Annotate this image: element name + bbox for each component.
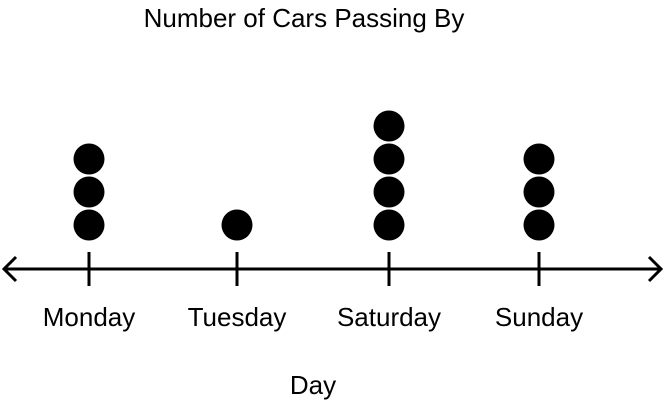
dot-saturday-3 [373,143,405,175]
data-dots [73,110,555,241]
x-tick-label-saturday: Saturday [337,302,441,332]
dot-monday-1 [73,209,105,241]
x-tick-label-tuesday: Tuesday [188,302,287,332]
dot-saturday-4 [373,110,405,142]
x-tick-label-monday: Monday [43,302,136,332]
x-axis-ticks [87,252,541,286]
dot-sunday-3 [523,143,555,175]
dot-saturday-2 [373,176,405,208]
dot-monday-3 [73,143,105,175]
x-axis: Monday Tuesday Saturday Sunday [1,252,664,332]
dot-sunday-2 [523,176,555,208]
chart-title: Number of Cars Passing By [144,3,465,33]
left-arrow-icon [1,255,18,283]
x-tick-label-sunday: Sunday [495,302,583,332]
dot-tuesday-1 [221,209,253,241]
dot-saturday-1 [373,209,405,241]
x-axis-title: Day [290,370,336,400]
x-axis-tick-labels: Monday Tuesday Saturday Sunday [43,302,583,332]
dot-sunday-1 [523,209,555,241]
right-arrow-icon [647,255,664,283]
dot-monday-2 [73,176,105,208]
